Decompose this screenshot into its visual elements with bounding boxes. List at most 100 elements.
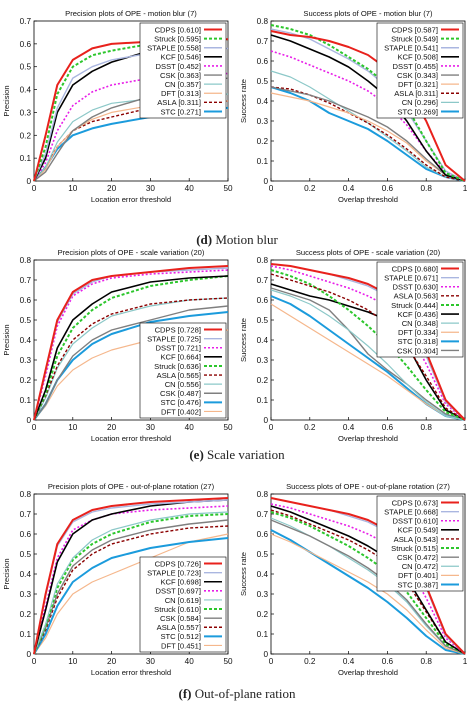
y-tick-label: 0.8: [20, 490, 32, 499]
y-tick-label: 0.4: [20, 570, 32, 579]
y-axis-label: Precision: [2, 324, 11, 355]
x-tick-label: 40: [185, 657, 195, 666]
legend-label-stc: STC [0.512]: [160, 632, 201, 641]
series-line-struck: [270, 511, 466, 655]
x-tick-label: 0: [269, 184, 274, 193]
chart-motion-blur-success: Success plots of OPE - motion blur (7) 0 0…: [237, 5, 474, 215]
series-line-cdps: [270, 263, 466, 421]
legend-label-cn: CN [0.619]: [165, 596, 201, 605]
x-tick-label: 30: [146, 184, 156, 193]
y-tick-label: 0.3: [257, 590, 269, 599]
caption-text: Out-of-plane ration: [194, 686, 296, 701]
legend-label-dsst: DSST [0.697]: [156, 587, 201, 596]
series-line-dft: [270, 303, 466, 421]
x-tick-label: 0: [32, 657, 37, 666]
chart-out-of-plane-success: Success plots of OPE - out-of-plane rota…: [237, 478, 474, 688]
y-tick-label: 0.7: [20, 17, 32, 26]
legend-label-csk: CSK [0.487]: [160, 389, 201, 398]
x-axis-label: Overlap threshold: [338, 668, 398, 677]
x-axis-label: Location error threshold: [91, 668, 171, 677]
legend-label-asla: ASLA [0.311]: [157, 98, 201, 107]
legend-label-dft: DFT [0.451]: [161, 641, 201, 650]
y-tick-label: 0.4: [257, 336, 269, 345]
legend-label-cdps: CDPS [0.726]: [155, 559, 201, 568]
chart-svg: Success plots of OPE - motion blur (7) 0 0…: [239, 9, 468, 204]
series-line-dsst: [270, 50, 466, 182]
y-tick-label: 0.2: [20, 610, 32, 619]
series-line-struck: [33, 275, 229, 421]
legend-label-asla: ASLA [0.557]: [157, 623, 201, 632]
x-tick-label: 40: [185, 184, 195, 193]
y-tick-label: 0.6: [257, 57, 269, 66]
chart-title: Precision plots of OPE - motion blur (7): [65, 9, 197, 18]
y-tick-label: 0.6: [257, 296, 269, 305]
y-tick-label: 0.1: [257, 630, 269, 639]
legend-label-dft: DFT [0.321]: [398, 80, 438, 89]
legend-label-kcf: KCF [0.664]: [160, 353, 201, 362]
legend-label-dsst: DSST [0.455]: [393, 62, 438, 71]
y-tick-label: 0.5: [20, 550, 32, 559]
y-tick-label: 0.3: [20, 108, 32, 117]
legend-label-dft: DFT [0.334]: [398, 328, 438, 337]
series-line-asla: [33, 297, 229, 421]
legend-label-dsst: DSST [0.610]: [393, 517, 438, 526]
legend-label-kcf: KCF [0.546]: [160, 53, 201, 62]
legend-label-staple: STAPLE [0.558]: [147, 44, 201, 53]
series-line-cdps: [33, 497, 229, 655]
x-axis-label: Location error threshold: [91, 195, 171, 204]
x-tick-label: 30: [146, 423, 156, 432]
x-tick-label: 10: [68, 657, 78, 666]
y-tick-label: 0.6: [257, 530, 269, 539]
y-axis-label: Precision: [2, 85, 11, 116]
legend-label-asla: ASLA [0.565]: [157, 371, 201, 380]
y-axis-label: Precision: [2, 558, 11, 589]
y-tick-label: 0.8: [257, 490, 269, 499]
y-tick-label: 0.2: [257, 376, 269, 385]
chart-svg: Success plots of OPE - out-of-plane rota…: [239, 482, 468, 677]
legend: CDPS [0.587]Struck [0.549]STAPLE [0.541]…: [376, 22, 464, 119]
series-line-asla: [33, 525, 229, 655]
chart-title: Success plots of OPE - motion blur (7): [303, 9, 433, 18]
x-tick-label: 0.8: [421, 184, 433, 193]
series-line-csk: [33, 305, 229, 421]
legend: CDPS [0.728]STAPLE [0.725]DSST [0.721]KC…: [139, 322, 227, 419]
y-tick-label: 0.2: [20, 376, 32, 385]
y-axis-label: Success rate: [239, 318, 248, 362]
x-tick-label: 0: [269, 657, 274, 666]
chart-motion-blur-precision: Precision plots of OPE - motion blur (7)…: [0, 5, 237, 215]
x-tick-label: 0.4: [343, 657, 355, 666]
x-tick-label: 0.6: [382, 657, 394, 666]
y-tick-label: 0: [26, 650, 31, 659]
chart-title: Success plots of OPE - scale variation (…: [296, 248, 441, 257]
x-tick-label: 0.4: [343, 184, 355, 193]
legend-label-kcf: KCF [0.508]: [397, 53, 438, 62]
x-axis-label: Overlap threshold: [338, 195, 398, 204]
x-tick-label: 0: [269, 423, 274, 432]
series-line-dft: [270, 533, 466, 655]
legend-label-cn: CN [0.556]: [165, 380, 201, 389]
legend-label-dft: DFT [0.402]: [161, 407, 201, 416]
y-tick-label: 0.5: [257, 550, 269, 559]
y-tick-label: 0.6: [20, 296, 32, 305]
legend-label-cn: CN [0.348]: [402, 319, 438, 328]
legend-label-cn: CN [0.296]: [402, 98, 438, 107]
series-line-csk: [270, 287, 466, 421]
caption-text: Scale variation: [207, 447, 285, 462]
legend-label-dft: DFT [0.401]: [398, 571, 438, 580]
y-tick-label: 0.5: [257, 77, 269, 86]
legend-label-kcf: KCF [0.549]: [397, 526, 438, 535]
y-tick-label: 0.1: [20, 396, 32, 405]
y-tick-label: 0.4: [20, 336, 32, 345]
y-tick-label: 0.1: [257, 396, 269, 405]
legend-label-stc: STC [0.269]: [397, 107, 438, 116]
y-tick-label: 0.1: [20, 154, 32, 163]
legend-label-struck: Struck [0.610]: [154, 605, 201, 614]
x-tick-label: 0: [32, 184, 37, 193]
y-tick-label: 0.8: [20, 256, 32, 265]
y-tick-label: 0.4: [257, 97, 269, 106]
legend-label-dsst: DSST [0.721]: [156, 344, 201, 353]
chart-out-of-plane-precision: Precision plots of OPE - out-of-plane ro…: [0, 478, 237, 688]
series-line-cn: [270, 70, 466, 182]
x-tick-label: 40: [185, 423, 195, 432]
series-line-struck: [270, 24, 466, 182]
